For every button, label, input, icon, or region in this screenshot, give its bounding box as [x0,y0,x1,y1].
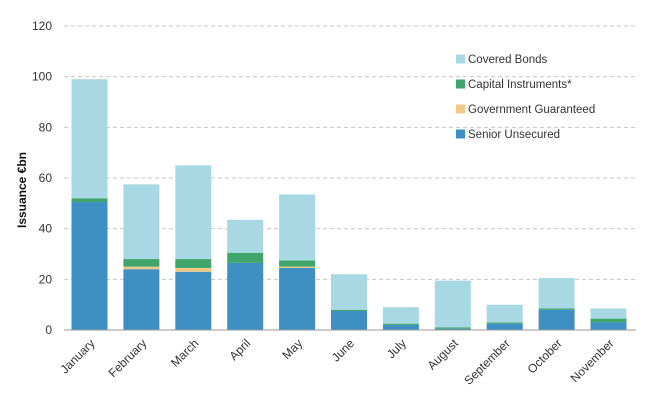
x-tick-label-july: July [384,336,409,361]
legend: Covered Bonds Capital Instruments* Governm… [456,54,595,141]
bar-october-capital-instruments [538,308,575,310]
y-tick-label-20: 20 [39,272,53,286]
y-tick-label-40: 40 [39,222,53,236]
bar-october-covered-bonds [538,278,575,309]
bar-june-capital-instruments [331,309,367,311]
x-tick-label-october: October [525,336,565,376]
legend-label-capital-instruments: Capital Instruments* [468,79,572,91]
bar-group-july [382,307,419,330]
bar-march-government-guaranteed [175,267,212,272]
legend-label-covered-bonds: Covered Bonds [468,54,548,66]
legend-swatch-capital-instruments [456,79,465,89]
x-tick-label-november: November [568,336,617,385]
bar-may-capital-instruments [279,260,316,267]
bar-may-government-guaranteed [279,266,316,268]
bar-june-covered-bonds [331,274,367,310]
x-tick-label-august: August [425,336,462,373]
x-tick-label-september: September [461,336,512,387]
bar-september-covered-bonds [486,304,523,323]
bar-january-covered-bonds [71,79,108,199]
bar-july-covered-bonds [382,307,419,324]
bar-april-covered-bonds [227,219,264,253]
bar-july-senior-unsecured [382,324,419,330]
x-tick-label-february: February [106,336,150,380]
bar-group-june [331,274,367,330]
y-tick-label-120: 120 [32,19,52,33]
bar-april-senior-unsecured [227,262,264,330]
bar-january-capital-instruments [71,198,108,203]
bar-may-covered-bonds [279,194,316,261]
bar-group-may [279,194,316,330]
bar-august-covered-bonds [434,280,471,328]
x-tick-label-june: June [329,336,358,365]
bar-july-capital-instruments [382,323,419,325]
x-tick-label-march: March [168,336,201,369]
bar-group-november [590,308,627,330]
bar-group-march [175,165,212,330]
bar-january-senior-unsecured [71,202,108,330]
x-tick-label-may: May [279,336,305,362]
bar-february-senior-unsecured [123,269,160,330]
bar-february-covered-bonds [123,184,160,260]
bar-group-september [486,304,523,330]
bar-october-senior-unsecured [538,309,575,330]
bar-november-capital-instruments [590,318,627,323]
legend-swatch-senior-unsecured [456,129,465,139]
y-tick-label-60: 60 [39,171,53,185]
bar-march-covered-bonds [175,165,212,260]
bar-group-october [538,278,575,330]
legend-swatch-covered-bonds [456,54,465,64]
bar-group-april [227,219,264,330]
bar-august-senior-unsecured [434,328,471,330]
legend-label-senior-unsecured: Senior Unsecured [468,129,560,141]
x-tick-labels: January February March April May June July Augu… [58,336,617,388]
bar-november-covered-bonds [590,308,627,319]
y-tick-label-100: 100 [32,70,52,84]
y-tick-label-0: 0 [45,323,52,337]
bars [71,79,627,330]
bar-march-senior-unsecured [175,271,212,330]
bar-february-government-guaranteed [123,266,160,270]
y-tick-label-80: 80 [39,120,53,134]
x-tick-label-january: January [58,336,98,376]
bar-may-senior-unsecured [279,267,316,330]
bar-november-senior-unsecured [590,322,627,330]
x-tick-label-april: April [226,336,253,363]
bar-group-february [123,184,160,330]
bar-march-capital-instruments [175,259,212,268]
bar-group-august [434,280,471,330]
legend-swatch-government-guaranteed [456,104,465,114]
y-tick-labels: 0 20 40 60 80 100 120 [32,19,52,337]
legend-label-government-guaranteed: Government Guaranteed [468,104,595,116]
bar-august-capital-instruments [434,327,471,329]
bar-september-senior-unsecured [486,323,523,330]
bar-june-senior-unsecured [331,311,367,330]
bar-february-capital-instruments [123,259,160,267]
bar-april-capital-instruments [227,252,264,263]
y-axis-title: Issuance €bn [15,152,29,228]
bar-september-capital-instruments [486,322,523,324]
bar-group-january [71,79,108,330]
